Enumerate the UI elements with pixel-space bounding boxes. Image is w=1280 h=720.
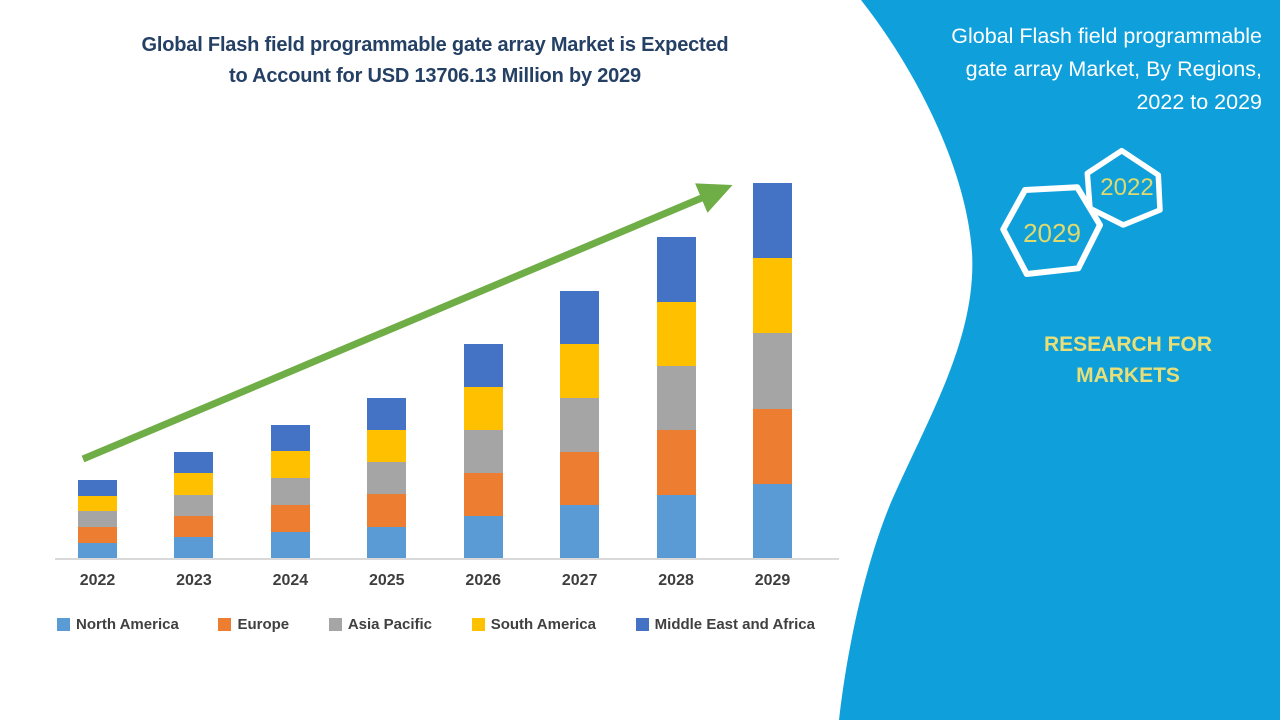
sidebar-title-line1: Global Flash field programmable — [951, 24, 1262, 48]
bar-2023-segment-south-america — [174, 473, 214, 495]
hexagon-2029-label: 2029 — [1023, 218, 1081, 248]
sidebar-title-line3: 2022 to 2029 — [1136, 90, 1262, 114]
chart-title-line1: Global Flash field programmable gate arr… — [141, 34, 729, 56]
bar-2026-segment-middle-east-and-africa — [463, 344, 503, 388]
bar-2025-segment-middle-east-and-africa — [367, 397, 407, 430]
bar-2028-segment-europe — [656, 430, 696, 495]
hexagon-2022-label: 2022 — [1100, 174, 1153, 201]
bar-2028 — [656, 237, 696, 559]
bar-2022-segment-asia-pacific — [78, 511, 117, 528]
legend-swatch-europe — [218, 618, 232, 631]
bar-2025-segment-europe — [367, 494, 407, 527]
x-axis-label-2025: 2025 — [368, 572, 405, 589]
legend-swatch-middle-east-and-africa — [635, 618, 649, 631]
legend-item-europe: Europe — [218, 616, 289, 633]
x-axis-label-2026: 2026 — [465, 572, 502, 589]
bar-2026-segment-south-america — [463, 387, 503, 431]
brand-text: RESEARCH FOR MARKETS — [1043, 333, 1212, 387]
bar-2022-segment-europe — [78, 527, 117, 544]
legend-label: Middle East and Africa — [654, 616, 815, 633]
bar-2024-segment-south-america — [270, 451, 310, 479]
legend-swatch-south-america — [471, 618, 485, 631]
bar-2029-segment-north-america — [753, 483, 792, 559]
x-axis-label-2022: 2022 — [79, 572, 116, 589]
bar-2026-segment-asia-pacific — [463, 430, 503, 474]
bar-2029-segment-middle-east-and-africa — [753, 183, 792, 259]
bar-2023 — [174, 451, 214, 559]
legend-item-north-america: North America — [57, 616, 179, 633]
bar-2022-segment-middle-east-and-africa — [78, 479, 117, 496]
chart-legend: North America Europe Asia Pacific South Ame… — [57, 616, 815, 633]
bar-2024-segment-middle-east-and-africa — [270, 424, 310, 452]
hexagon-2022 — [1084, 147, 1163, 228]
legend-label: North America — [76, 616, 179, 633]
bar-2027-segment-europe — [560, 451, 600, 506]
x-axis-label-2028: 2028 — [658, 572, 694, 589]
bar-2028-segment-middle-east-and-africa — [656, 237, 696, 302]
bar-2026 — [463, 344, 503, 559]
legend-label: Asia Pacific — [347, 616, 433, 633]
bar-2027-segment-middle-east-and-africa — [560, 290, 600, 345]
chart-title: Global Flash field programmable gate arr… — [40, 30, 830, 92]
hexagon-2029 — [1000, 184, 1103, 277]
bar-2028-segment-asia-pacific — [656, 365, 696, 431]
bar-2024-segment-asia-pacific — [270, 478, 310, 506]
sidebar-title: Global Flash field programmable gate arr… — [832, 20, 1262, 119]
bar-2025-segment-asia-pacific — [367, 462, 407, 495]
bar-2029-segment-europe — [753, 408, 792, 484]
legend-label: South America — [490, 616, 596, 633]
legend-item-south-america: South America — [471, 616, 596, 633]
bar-2023-segment-europe — [174, 516, 214, 538]
bar-2024 — [270, 424, 310, 559]
bar-2024-segment-europe — [270, 505, 310, 533]
bar-2028-segment-south-america — [656, 301, 696, 366]
legend-swatch-asia-pacific — [328, 618, 342, 631]
bar-2022 — [78, 479, 117, 559]
legend-item-middle-east-and-africa: Middle East and Africa — [635, 616, 815, 633]
bar-2028-segment-north-america — [656, 494, 696, 559]
bar-2023-segment-middle-east-and-africa — [174, 451, 214, 474]
x-axis-label-2024: 2024 — [272, 572, 309, 589]
bar-2022-segment-south-america — [78, 495, 117, 512]
x-axis-label-2029: 2029 — [754, 572, 791, 589]
bar-2026-segment-north-america — [463, 516, 503, 559]
bar-2027-segment-south-america — [560, 344, 600, 399]
legend-item-asia-pacific: Asia Pacific — [328, 616, 433, 633]
bar-2027-segment-north-america — [560, 505, 600, 559]
bar-2029 — [753, 183, 792, 559]
bar-2025-segment-south-america — [367, 429, 407, 463]
bar-2023-segment-asia-pacific — [174, 494, 214, 517]
x-axis-line — [55, 558, 839, 560]
bar-2025 — [367, 397, 407, 559]
bar-2026-segment-europe — [463, 473, 503, 517]
legend-label: Europe — [237, 616, 290, 633]
x-axis-label-2023: 2023 — [176, 572, 212, 589]
legend-swatch-north-america — [57, 618, 70, 631]
chart-title-line2: to Account for USD 13706.13 Million by 2… — [229, 65, 641, 87]
bar-2027-segment-asia-pacific — [560, 398, 600, 452]
bar-2023-segment-north-america — [174, 537, 214, 559]
bar-2029-segment-asia-pacific — [753, 333, 792, 409]
x-axis-label-2027: 2027 — [561, 572, 598, 589]
sidebar-title-line2: gate array Market, By Regions, — [965, 57, 1262, 81]
bar-2027 — [560, 290, 600, 559]
bar-2029-segment-south-america — [753, 258, 792, 334]
bar-2024-segment-north-america — [270, 532, 310, 559]
bar-2022-segment-north-america — [78, 543, 117, 559]
bar-2025-segment-north-america — [367, 526, 407, 559]
